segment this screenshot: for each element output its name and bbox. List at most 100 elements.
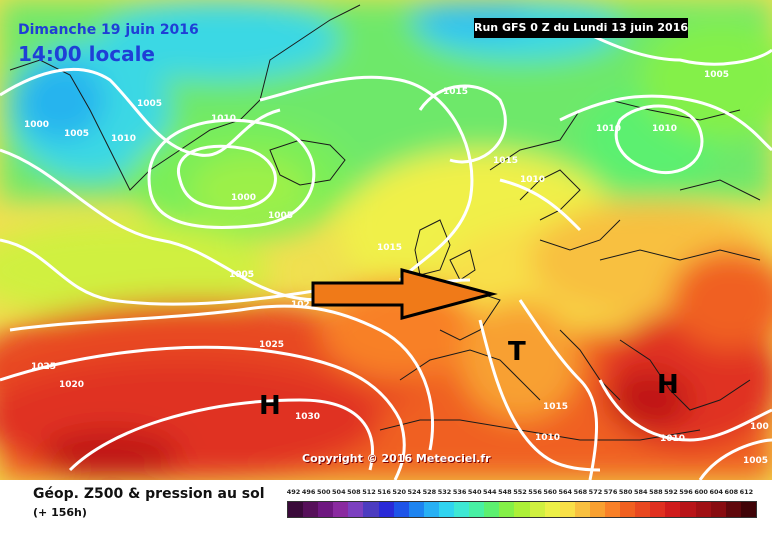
scale-label: 552 — [513, 488, 527, 496]
isobar-label: 1010 — [535, 433, 560, 443]
scale-swatch — [574, 502, 590, 517]
scale-label: 500 — [316, 488, 331, 496]
scale-label: 572 — [588, 488, 603, 496]
isobar-label: 1005 — [229, 270, 254, 280]
isobar-label: 1030 — [295, 412, 320, 422]
color-scale-labels: 492 496 500 504 508 512 516 520 524 528 532 536 540 5… — [286, 488, 756, 498]
isobar-label: 1010 — [596, 124, 621, 134]
scale-label: 512 — [362, 488, 376, 496]
scale-label: 580 — [618, 488, 633, 496]
scale-label: 564 — [558, 488, 573, 496]
isobar-label: 1005 — [64, 129, 89, 139]
scale-swatch — [589, 502, 605, 517]
scale-label: 584 — [633, 488, 648, 496]
scale-swatch — [438, 502, 455, 517]
isobar-label: 1010 — [111, 134, 136, 144]
forecast-time: 14:00 locale — [18, 42, 155, 66]
scale-swatch — [544, 502, 560, 517]
scale-swatch — [288, 502, 304, 517]
scale-swatch — [559, 502, 575, 517]
scale-swatch — [393, 502, 409, 517]
isobar-label: 1000 — [231, 193, 256, 203]
scale-swatch — [303, 502, 319, 517]
isobar-labels: 1005 1010 1005 1000 1010 1005 1015 1005 … — [24, 70, 769, 466]
scale-label: 608 — [724, 488, 739, 496]
isobar-label: 1015 — [443, 87, 468, 97]
scale-label: 544 — [483, 488, 497, 496]
isobar-label: 1010 — [660, 434, 685, 444]
scale-swatch — [740, 502, 756, 517]
scale-swatch — [484, 502, 500, 517]
scale-label: 540 — [467, 488, 482, 496]
scale-swatch — [499, 502, 515, 517]
scale-label: 508 — [347, 488, 361, 496]
scale-swatch — [620, 502, 636, 517]
isobar-label: 1005 — [137, 99, 162, 109]
scale-swatch — [650, 502, 666, 517]
scale-label: 524 — [407, 488, 422, 496]
isobar-label: 102 — [291, 300, 310, 310]
scale-swatch — [725, 502, 741, 517]
scale-label: 496 — [301, 488, 316, 496]
scale-label: 536 — [452, 488, 467, 496]
isobar-label: 1015 — [543, 402, 568, 412]
isobar-label: 1005 — [743, 456, 768, 466]
scale-label: 504 — [332, 488, 346, 496]
low-pressure-center: T — [508, 337, 526, 367]
scale-swatch — [348, 502, 364, 517]
scale-swatch — [604, 502, 621, 517]
scale-label: 556 — [528, 488, 542, 496]
isobar-label: 1000 — [24, 120, 49, 130]
scale-label: 600 — [694, 488, 708, 496]
color-scale-bar — [287, 501, 757, 518]
scale-swatch — [318, 502, 334, 517]
high-pressure-center: H — [657, 370, 679, 400]
scale-label: 604 — [709, 488, 724, 496]
scale-label: 528 — [422, 488, 437, 496]
scale-swatch — [469, 502, 485, 517]
scale-label: 560 — [543, 488, 557, 496]
isobar-label: 1015 — [377, 243, 402, 253]
scale-swatch — [514, 502, 530, 517]
isobar-label: 1005 — [704, 70, 729, 80]
scale-swatch — [333, 502, 349, 517]
isobar-label: 100 — [750, 422, 769, 432]
scale-label: 568 — [573, 488, 588, 496]
model-run-label: Run GFS 0 Z du Lundi 13 juin 2016 — [474, 18, 688, 38]
isobar-label: 1010 — [211, 114, 236, 124]
z500-field: 1005 1010 1005 1000 1010 1005 1015 1005 … — [0, 0, 772, 480]
scale-swatch — [363, 502, 379, 517]
scale-label: 548 — [498, 488, 512, 496]
scale-swatch — [529, 502, 545, 517]
scale-swatch — [680, 502, 696, 517]
flow-arrow — [311, 268, 498, 320]
isobar-label: 1025 — [259, 340, 284, 350]
isobar-label: 1015 — [493, 156, 518, 166]
scale-label: 588 — [649, 488, 663, 496]
high-pressure-center: H — [259, 391, 281, 421]
scale-label: 576 — [603, 488, 618, 496]
scale-swatch — [710, 502, 726, 517]
copyright-text: Copyright © 2016 Meteociel.fr — [302, 452, 491, 465]
scale-swatch — [408, 502, 424, 517]
scale-label: 520 — [392, 488, 406, 496]
scale-swatch — [635, 502, 651, 517]
scale-label: 592 — [664, 488, 678, 496]
scale-label: 612 — [739, 488, 754, 496]
scale-label: 516 — [377, 488, 391, 496]
scale-label: 532 — [437, 488, 452, 496]
isobar-label: 1025 — [31, 362, 56, 372]
weather-map: 1005 1010 1005 1000 1010 1005 1015 1005 … — [0, 0, 772, 480]
legend-footer: Géop. Z500 & pression au sol (+ 156h) 49… — [0, 480, 772, 542]
scale-swatch — [454, 502, 470, 517]
scale-swatch — [665, 502, 681, 517]
isobar-label: 1005 — [229, 270, 254, 280]
isobar-label: 1010 — [652, 124, 677, 134]
scale-swatch — [695, 502, 711, 517]
scale-label: 492 — [286, 488, 301, 496]
forecast-date: Dimanche 19 juin 2016 — [18, 22, 199, 38]
isobar-label: 1010 — [520, 175, 545, 185]
legend-title: Géop. Z500 & pression au sol — [33, 486, 265, 502]
isobar-label: 1020 — [59, 380, 84, 390]
isobar-label: 1005 — [268, 211, 293, 221]
